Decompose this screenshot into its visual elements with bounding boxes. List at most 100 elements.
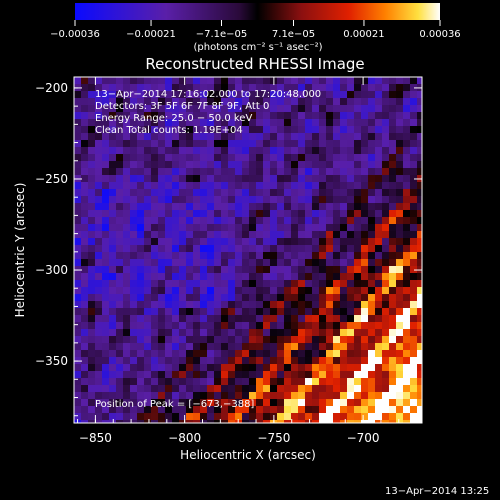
heatmap-cell bbox=[326, 126, 334, 134]
heatmap-cell bbox=[95, 147, 103, 155]
heatmap-cell bbox=[102, 210, 110, 218]
heatmap-cell bbox=[235, 147, 243, 155]
heatmap-cell bbox=[305, 168, 313, 176]
heatmap-cell bbox=[74, 364, 82, 372]
heatmap-cell bbox=[277, 301, 285, 309]
heatmap-cell bbox=[298, 392, 306, 400]
heatmap-cell bbox=[305, 336, 313, 344]
heatmap-cell bbox=[396, 350, 404, 358]
heatmap-cell bbox=[382, 343, 390, 351]
heatmap-cell bbox=[144, 77, 152, 85]
heatmap-cell bbox=[354, 196, 362, 204]
heatmap-cell bbox=[74, 371, 82, 379]
heatmap-cell bbox=[403, 84, 411, 92]
heatmap-cell bbox=[221, 420, 229, 423]
heatmap-cell bbox=[389, 112, 397, 120]
heatmap-cell bbox=[193, 203, 201, 211]
heatmap-cell bbox=[137, 273, 145, 281]
heatmap-cell bbox=[102, 238, 110, 246]
heatmap-cell bbox=[123, 406, 131, 414]
heatmap-cell bbox=[410, 98, 418, 106]
heatmap-cell bbox=[207, 133, 215, 141]
heatmap-cell bbox=[347, 315, 355, 323]
heatmap-cell bbox=[382, 224, 390, 232]
heatmap-cell bbox=[382, 301, 390, 309]
heatmap-cell bbox=[200, 224, 208, 232]
heatmap-cell bbox=[375, 378, 383, 386]
heatmap-cell bbox=[298, 287, 306, 295]
heatmap-cell bbox=[88, 357, 96, 365]
heatmap-cell bbox=[284, 112, 292, 120]
heatmap-cell bbox=[235, 322, 243, 330]
heatmap-cell bbox=[242, 280, 250, 288]
heatmap-cell bbox=[396, 189, 404, 197]
heatmap-cell bbox=[130, 329, 138, 337]
heatmap-cell bbox=[305, 84, 313, 92]
heatmap-cell bbox=[312, 168, 320, 176]
heatmap-cell bbox=[242, 189, 250, 197]
heatmap-cell bbox=[179, 189, 187, 197]
heatmap-cell bbox=[319, 217, 327, 225]
heatmap-cell bbox=[74, 322, 82, 330]
heatmap-cell bbox=[347, 196, 355, 204]
heatmap-cell bbox=[88, 413, 96, 421]
heatmap-cell bbox=[291, 308, 299, 316]
heatmap-cell bbox=[340, 413, 348, 421]
heatmap-cell bbox=[165, 112, 173, 120]
heatmap-cell bbox=[207, 364, 215, 372]
heatmap-cell bbox=[172, 133, 180, 141]
heatmap-cell bbox=[340, 252, 348, 260]
heatmap-cell bbox=[277, 84, 285, 92]
heatmap-cell bbox=[102, 308, 110, 316]
heatmap-cell bbox=[319, 203, 327, 211]
heatmap-cell bbox=[340, 329, 348, 337]
heatmap-cell bbox=[256, 343, 264, 351]
heatmap-cell bbox=[361, 315, 369, 323]
heatmap-cell bbox=[137, 294, 145, 302]
heatmap-cell bbox=[151, 161, 159, 169]
heatmap-cell bbox=[221, 168, 229, 176]
heatmap-cell bbox=[95, 98, 103, 106]
heatmap-cell bbox=[88, 224, 96, 232]
heatmap-cell bbox=[326, 175, 334, 183]
heatmap-cell bbox=[375, 294, 383, 302]
heatmap-cell bbox=[312, 266, 320, 274]
heatmap-cell bbox=[382, 336, 390, 344]
heatmap-cell bbox=[263, 287, 271, 295]
heatmap-cell bbox=[102, 126, 110, 134]
heatmap-cell bbox=[102, 280, 110, 288]
heatmap-cell bbox=[263, 301, 271, 309]
heatmap-cell bbox=[340, 140, 348, 148]
heatmap-cell bbox=[242, 196, 250, 204]
heatmap-cell bbox=[347, 224, 355, 232]
heatmap-cell bbox=[354, 308, 362, 316]
heatmap-cell bbox=[256, 287, 264, 295]
heatmap-cell bbox=[102, 196, 110, 204]
heatmap-cell bbox=[74, 392, 82, 400]
heatmap-cell bbox=[347, 84, 355, 92]
heatmap-cell bbox=[319, 266, 327, 274]
heatmap-cell bbox=[375, 147, 383, 155]
heatmap-cell bbox=[375, 126, 383, 134]
heatmap-cell bbox=[249, 413, 257, 421]
heatmap-cell bbox=[291, 168, 299, 176]
heatmap-cell bbox=[235, 112, 243, 120]
heatmap-cell bbox=[186, 98, 194, 106]
heatmap-cell bbox=[214, 371, 222, 379]
heatmap-cell bbox=[221, 154, 229, 162]
heatmap-cell bbox=[270, 406, 278, 414]
heatmap-cell bbox=[389, 350, 397, 358]
heatmap-cell bbox=[193, 140, 201, 148]
heatmap-cell bbox=[382, 315, 390, 323]
heatmap-cell bbox=[88, 189, 96, 197]
heatmap-cell bbox=[88, 217, 96, 225]
heatmap-cell bbox=[403, 273, 411, 281]
heatmap-cell bbox=[88, 203, 96, 211]
heatmap-cell bbox=[375, 301, 383, 309]
heatmap-cell bbox=[193, 413, 201, 421]
heatmap-cell bbox=[270, 210, 278, 218]
heatmap-cell bbox=[130, 336, 138, 344]
heatmap-cell bbox=[242, 378, 250, 386]
heatmap-cell bbox=[116, 98, 124, 106]
heatmap-cell bbox=[221, 210, 229, 218]
